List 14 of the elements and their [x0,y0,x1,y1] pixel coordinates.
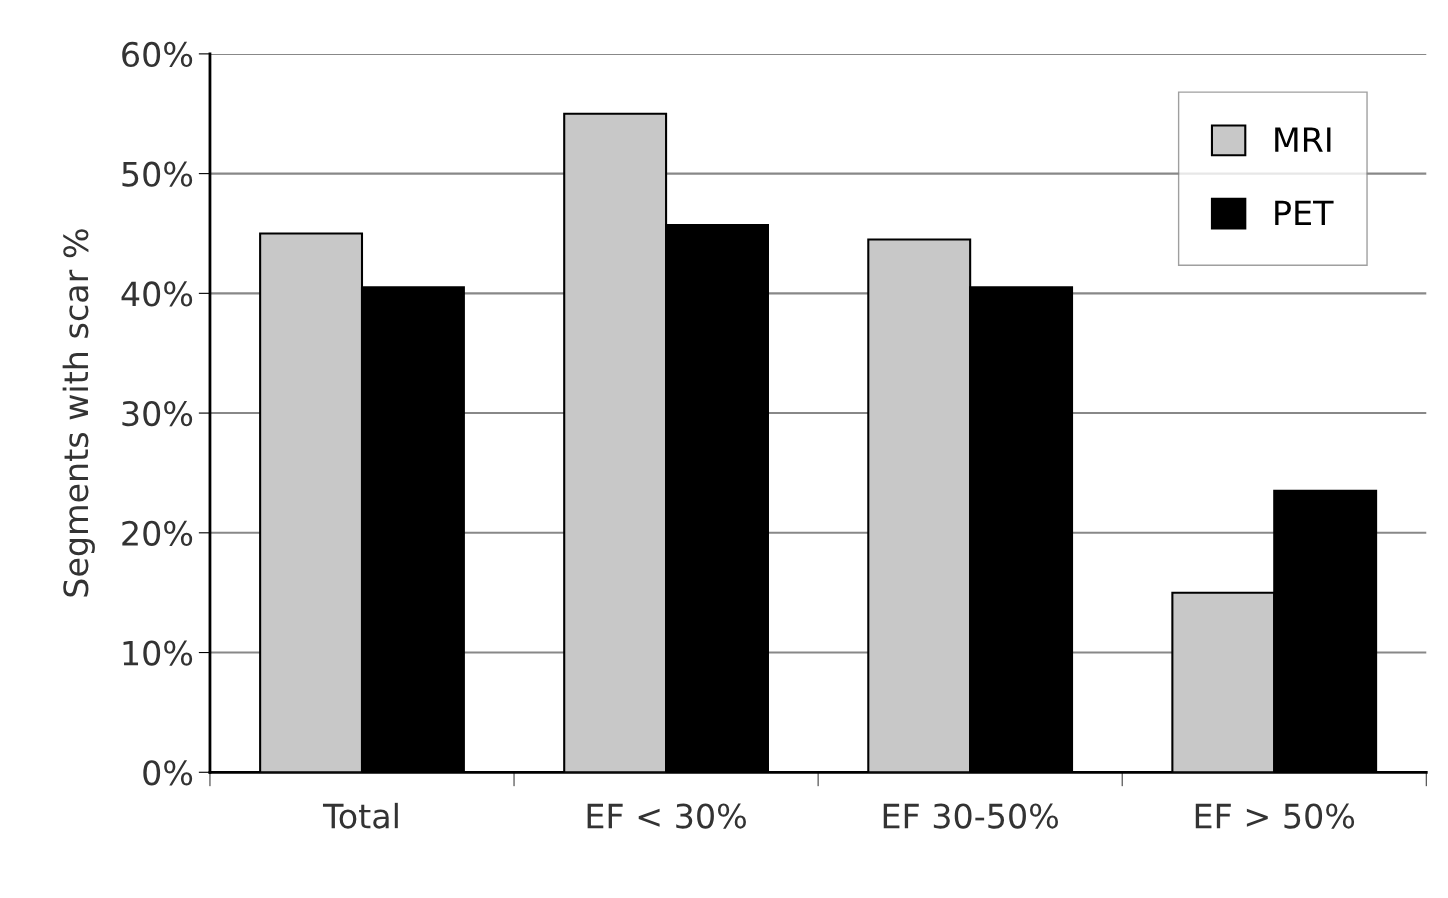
y-tick-label: 20% [122,520,193,546]
y-axis-title: Segments with scar % [62,229,95,597]
y-tick-label: 0% [143,760,193,786]
x-tick-label: Total [322,802,398,829]
y-tick-label: 60% [122,41,193,68]
x-tick-label: EF > 50% [1195,803,1355,829]
x-tick-label: EF 30-50% [883,803,1058,829]
x-tick-label: EF < 30% [587,803,746,829]
y-tick-label: 30% [122,401,193,427]
y-tick-label: 10% [123,640,193,666]
legend-label: PET [1275,200,1334,226]
y-tick-label: 50% [122,161,193,187]
y-tick-label: 40% [121,281,193,307]
legend-label: MRI [1275,127,1331,152]
